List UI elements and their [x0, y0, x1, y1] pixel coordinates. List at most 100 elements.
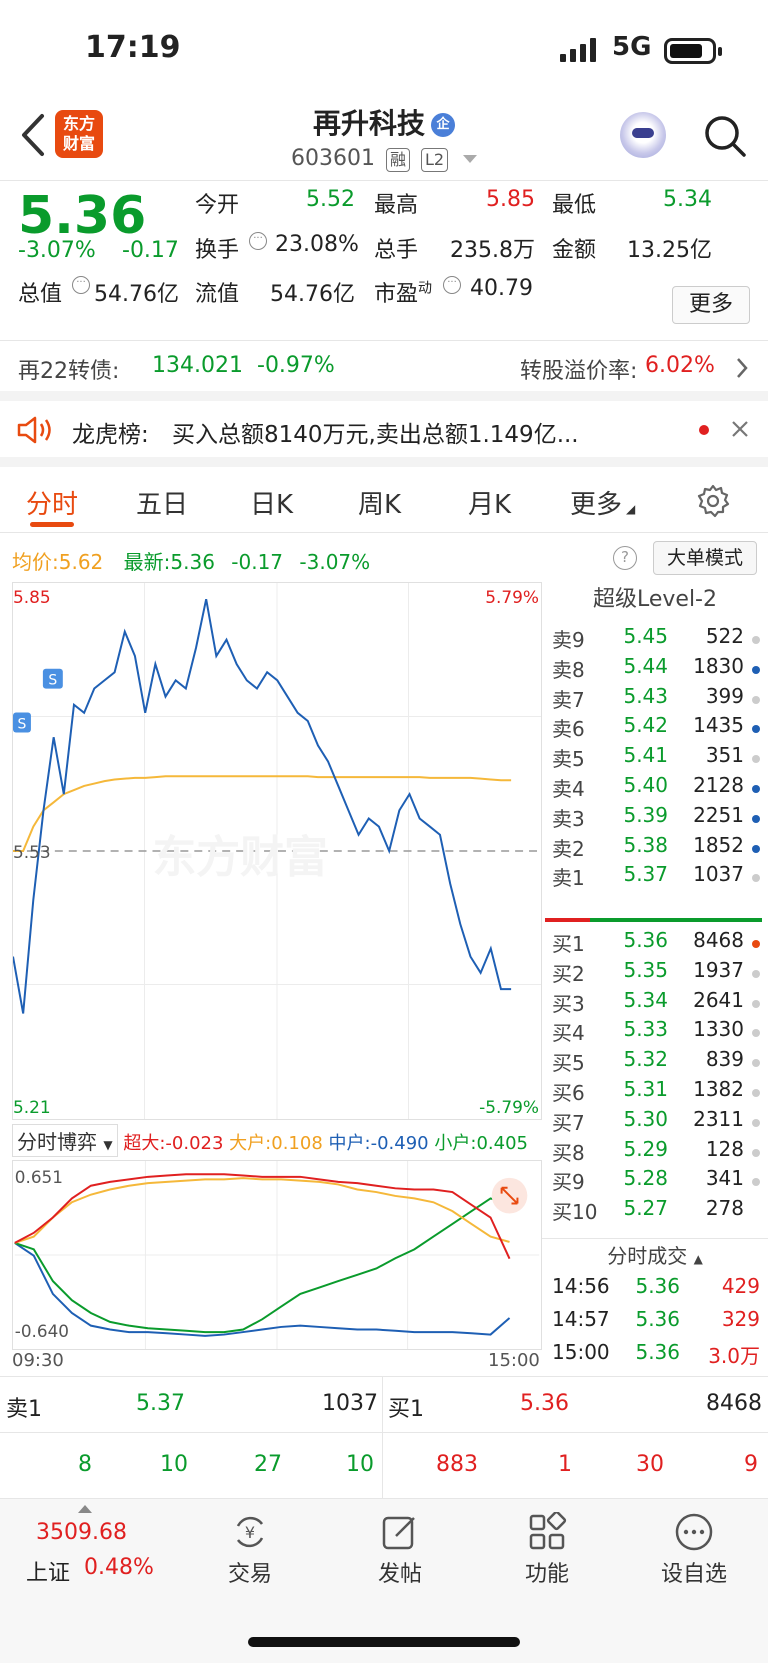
index-pct[interactable]: 0.48% — [84, 1555, 154, 1580]
help-icon[interactable]: ? — [613, 546, 637, 570]
x-end-label: 15:00 — [488, 1350, 540, 1371]
big-order-mode-button[interactable]: 大单模式 — [653, 541, 757, 575]
info-icon[interactable]: ··· — [249, 232, 267, 250]
convertible-bond-row[interactable]: 再22转债: 134.021 -0.97% 转股溢价率: 6.02% — [0, 341, 768, 391]
level-volume: 1435 — [693, 713, 744, 738]
level-dot — [752, 999, 760, 1008]
premium-value: 6.02% — [645, 353, 715, 378]
level-label: 买1 — [552, 932, 585, 956]
latest-price-line — [13, 598, 512, 1014]
mktcap-label: 总值 — [18, 282, 63, 307]
ask-row[interactable]: 卖8 5.44 1830 — [542, 654, 768, 685]
nav-functions[interactable]: 功能 — [524, 1562, 569, 1587]
level-label: 买4 — [552, 1021, 585, 1046]
bid-row[interactable]: 买10 5.27 278 — [542, 1196, 768, 1227]
level-label: 买2 — [552, 961, 585, 986]
more-button[interactable]: 更多 — [672, 286, 750, 324]
ask-row[interactable]: 卖9 5.45 522 — [542, 624, 768, 655]
robot-avatar-icon[interactable] — [620, 112, 666, 158]
level-dot — [752, 695, 760, 704]
capital-game-chart[interactable]: 0.651 -0.640 — [12, 1160, 542, 1350]
bond-pct: -0.97% — [257, 353, 335, 378]
index-name[interactable]: 上证 — [26, 1561, 71, 1586]
tab-monthly-k[interactable]: 月K — [468, 490, 512, 520]
functions-grid-icon[interactable] — [527, 1512, 567, 1552]
bid-row[interactable]: 买9 5.28 341 — [542, 1166, 768, 1197]
speaker-icon — [17, 416, 51, 444]
ask-row[interactable]: 卖5 5.41 351 — [542, 743, 768, 774]
level-dot — [752, 969, 760, 978]
level-label: 卖8 — [552, 657, 585, 682]
nav-add-watchlist[interactable]: 设自选 — [660, 1562, 727, 1587]
level-price: 5.40 — [623, 773, 668, 797]
ask-row[interactable]: 卖7 5.43 399 — [542, 684, 768, 715]
ask-row[interactable]: 卖1 5.37 1037 — [542, 862, 768, 893]
nav-trade[interactable]: 交易 — [227, 1562, 272, 1587]
ask-row[interactable]: 卖6 5.42 1435 — [542, 713, 768, 744]
level2-title[interactable]: 超级Level-2 — [592, 587, 717, 612]
level-dot — [752, 785, 760, 793]
bid-row[interactable]: 买3 5.34 2641 — [542, 988, 768, 1019]
tab-five-day[interactable]: 五日 — [136, 490, 189, 520]
bid-row[interactable]: 买6 5.31 1382 — [542, 1077, 768, 1108]
level-dot — [752, 1178, 760, 1187]
settings-gear-icon[interactable] — [695, 483, 731, 519]
ask-list: 卖9 5.45 522 卖8 5.44 1830 卖7 5.43 399 卖6 5.42 1435 卖5… — [542, 624, 768, 904]
intraday-price-chart[interactable]: 东方财富 5.85 5.79% 5.53 5.21 -5.79% S S — [12, 582, 542, 1120]
sell-marker — [42, 668, 63, 689]
level-dot — [752, 1029, 760, 1038]
level-label: 卖2 — [552, 836, 585, 861]
unread-dot — [699, 425, 709, 435]
level-label: 卖7 — [552, 687, 585, 712]
info-icon[interactable]: ··· — [443, 276, 461, 294]
bid-row[interactable]: 买5 5.32 839 — [542, 1047, 768, 1078]
ask-row[interactable]: 卖2 5.38 1852 — [542, 833, 768, 864]
tick-title[interactable]: 分时成交 ▲ — [542, 1238, 768, 1272]
bid-row[interactable]: 买2 5.35 1937 — [542, 958, 768, 989]
bid-row[interactable]: 买4 5.33 1330 — [542, 1017, 768, 1048]
trade-icon[interactable]: ¥ — [230, 1512, 270, 1552]
tab-daily-k[interactable]: 日K — [250, 490, 294, 520]
index-value[interactable]: 3509.68 — [36, 1520, 127, 1545]
close-icon[interactable] — [731, 420, 749, 438]
search-icon[interactable] — [703, 114, 747, 158]
tab-weekly-k[interactable]: 周K — [358, 490, 402, 520]
post-icon[interactable] — [380, 1512, 420, 1552]
level-dot — [752, 1208, 760, 1216]
ask-row[interactable]: 卖4 5.40 2128 — [542, 773, 768, 804]
nav-post[interactable]: 发帖 — [377, 1562, 422, 1587]
tick-row: 14:57 5.36 329 — [552, 1307, 760, 1331]
level-dot — [752, 1059, 760, 1068]
high-value: 5.85 — [486, 187, 535, 212]
average-price-line — [13, 775, 512, 852]
level-label: 卖6 — [552, 717, 585, 742]
back-icon[interactable] — [18, 112, 48, 158]
level-price: 5.41 — [623, 743, 668, 768]
tab-intraday[interactable]: 分时 — [26, 490, 79, 520]
level-price: 5.42 — [623, 713, 668, 738]
game-selector[interactable]: 分时博弈 ▼ — [12, 1124, 118, 1157]
queue-row: 8 10 27 10 883 1 30 9 — [78, 1452, 758, 1477]
home-indicator[interactable] — [248, 1637, 520, 1647]
bid-row[interactable]: 买1 5.36 8468 — [542, 928, 768, 959]
dragon-label: 龙虎榜: — [72, 422, 149, 448]
sell-marker-label: S — [48, 673, 57, 689]
margin-tag: 融 — [385, 148, 410, 172]
info-icon[interactable]: ··· — [72, 276, 90, 294]
more-dots-icon[interactable] — [674, 1512, 714, 1552]
level-price: 5.38 — [623, 832, 668, 857]
dragon-tiger-row[interactable]: 龙虎榜: 买入总额8140万元,卖出总额1.149亿... — [0, 401, 768, 457]
level-price: 5.35 — [623, 957, 668, 982]
ask-row[interactable]: 卖3 5.39 2251 — [542, 803, 768, 834]
active-tab-indicator — [30, 522, 74, 527]
stock-code-row[interactable]: 603601 融 L2 — [0, 146, 768, 172]
app-logo: 东方 财富 — [55, 110, 103, 158]
turnover-label: 换手 — [195, 238, 240, 263]
chevron-up-icon[interactable] — [78, 1505, 92, 1513]
signal-icon — [560, 38, 596, 62]
bid-row[interactable]: 买8 5.29 128 — [542, 1137, 768, 1168]
bid-row[interactable]: 买7 5.30 2311 — [542, 1107, 768, 1138]
level-label: 卖5 — [552, 747, 585, 772]
tab-more[interactable]: 更多 ◢ — [570, 490, 636, 520]
level-volume: 2311 — [693, 1106, 744, 1131]
